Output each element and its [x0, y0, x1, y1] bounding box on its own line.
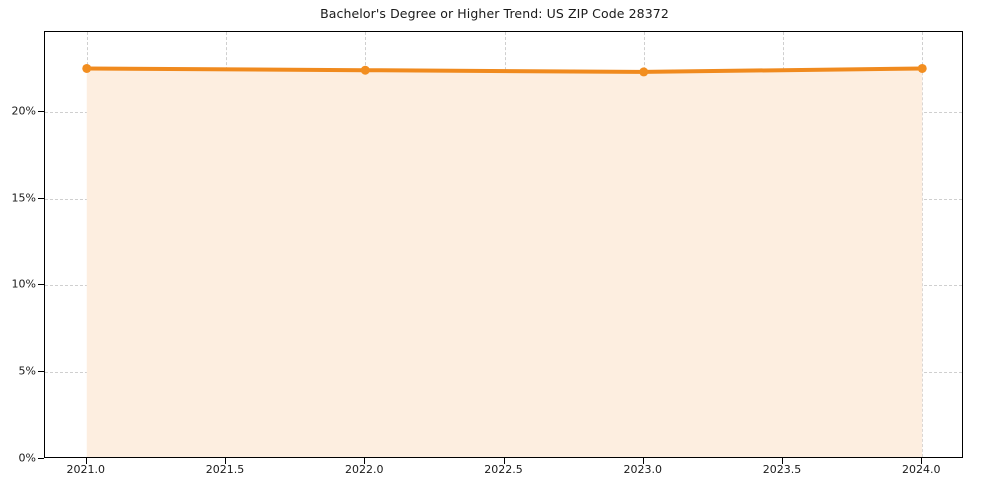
- x-axis-tick-label: 2021.0: [66, 463, 106, 476]
- y-axis-tick-label: 5%: [18, 364, 36, 378]
- data-point-marker: [917, 63, 927, 73]
- y-axis-tick-label: 20%: [11, 104, 36, 118]
- x-axis-tick-label: 2024.0: [901, 463, 941, 476]
- series-layer: [82, 63, 927, 457]
- y-axis-tick-mark: [38, 110, 44, 112]
- x-axis-tick-label: 2023.5: [762, 463, 802, 476]
- x-axis-tick-mark: [85, 458, 87, 464]
- y-axis-tick-label: 0%: [18, 451, 36, 465]
- y-axis-tick-labels: 0% 5% 10% 15% 20%: [0, 0, 36, 490]
- plot-area: [44, 31, 963, 458]
- y-axis-tick-label: 10%: [11, 277, 36, 291]
- series-markers: [82, 63, 927, 77]
- x-axis-tick-mark: [781, 458, 783, 464]
- gridline-vertical: [922, 32, 924, 457]
- y-axis-tick-mark: [38, 371, 44, 373]
- x-axis-tick-label: 2022.5: [484, 463, 523, 476]
- chart-title: Bachelor's Degree or Higher Trend: US ZI…: [320, 6, 669, 21]
- y-axis-tick-label: 15%: [11, 191, 36, 205]
- y-axis-tick-mark: [38, 458, 44, 459]
- y-axis-tick-mark: [38, 284, 44, 286]
- data-point-marker: [639, 67, 649, 77]
- x-axis-tick-label: 2021.5: [205, 463, 245, 476]
- x-axis-tick-mark: [642, 458, 644, 464]
- x-axis-tick-mark: [503, 458, 505, 464]
- x-axis-tick-label: 2022.0: [345, 463, 384, 476]
- x-axis-tick-label: 2023.0: [623, 463, 662, 476]
- series-line: [84, 66, 925, 74]
- data-point-marker: [82, 63, 92, 73]
- area-fill: [86, 68, 923, 457]
- y-axis-tick-mark: [38, 197, 44, 199]
- data-point-marker: [360, 65, 370, 75]
- x-axis-tick-mark: [225, 458, 226, 464]
- x-axis-tick-mark: [921, 458, 923, 464]
- x-axis-tick-mark: [364, 458, 366, 464]
